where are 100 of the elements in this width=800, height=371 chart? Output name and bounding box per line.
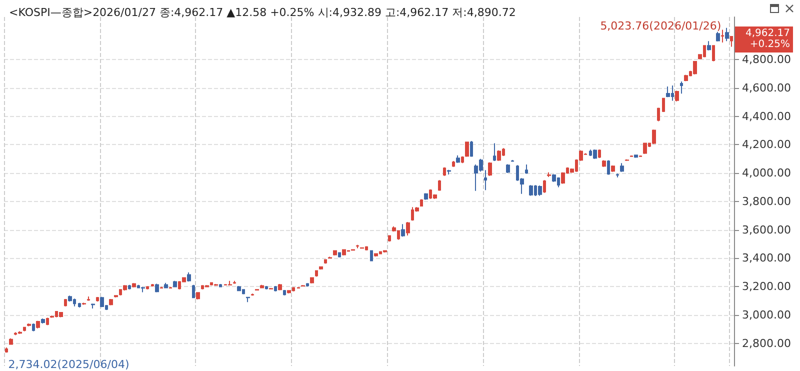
candlestick — [41, 318, 45, 324]
candlestick — [443, 166, 446, 176]
chart-title: <KOSPI—종합>2026/01/27 종:4,962.17 ▲12.58 +0.25% 시:4,932.89 고:4,962.17 저:4,890.72 — [9, 6, 516, 19]
candlestick — [525, 164, 528, 174]
candlestick — [383, 250, 387, 254]
candlestick — [561, 172, 565, 184]
candlestick — [370, 250, 373, 262]
text: 4,962.17 — [745, 28, 790, 40]
candlestick — [319, 266, 323, 270]
candlestick — [87, 296, 90, 302]
candlestick — [693, 60, 697, 75]
candlestick — [401, 224, 405, 238]
candlestick — [374, 252, 378, 257]
candlestick — [538, 185, 542, 196]
candlestick — [543, 180, 546, 194]
candlestick — [639, 154, 642, 158]
candlestick — [36, 320, 40, 329]
candlestick — [406, 222, 410, 236]
candlestick — [141, 286, 145, 293]
candlestick — [675, 90, 679, 102]
candlestick — [287, 290, 291, 294]
y-tick-label: 3,000.00 — [742, 308, 791, 322]
candlestick — [547, 172, 551, 178]
candlestick — [424, 192, 428, 200]
candlestick — [46, 317, 49, 326]
candlestick — [23, 326, 26, 332]
candlestick — [625, 158, 629, 162]
candlestick — [91, 303, 95, 310]
candlestick — [297, 286, 300, 290]
candlestick — [9, 338, 13, 346]
candlestick — [100, 296, 104, 308]
y-tick-label: 4,000.00 — [742, 166, 791, 180]
candlestick — [82, 302, 86, 306]
candlestick — [173, 280, 177, 288]
candlestick — [315, 270, 318, 278]
candlestick — [611, 165, 615, 172]
y-tick-label: 2,800.00 — [742, 336, 791, 350]
candlestick — [278, 284, 282, 291]
candlestick — [192, 284, 195, 299]
candlestick — [5, 347, 8, 354]
candlestick — [306, 282, 309, 288]
candlestick — [164, 282, 168, 289]
candlestick — [666, 86, 670, 98]
candlestick — [465, 141, 469, 158]
candlestick — [338, 252, 341, 258]
candlestick — [616, 173, 619, 178]
y-tick-label: 4,800.00 — [742, 53, 791, 66]
candlestick — [470, 140, 473, 158]
candlestick — [205, 284, 209, 288]
y-tick-label: 4,400.00 — [742, 110, 791, 123]
candlestick — [328, 256, 332, 259]
candlestick — [96, 296, 99, 302]
candlestick — [388, 234, 391, 242]
candlestick — [438, 180, 441, 192]
candlestick — [265, 285, 268, 290]
candlestick — [187, 272, 191, 282]
candlestick — [620, 162, 624, 172]
candlestick — [707, 40, 711, 51]
candlestick — [721, 29, 724, 44]
candlestick — [598, 149, 601, 159]
candlestick — [356, 244, 359, 249]
candlestick — [27, 322, 31, 327]
candlestick — [246, 296, 250, 303]
y-tick-label: 3,800.00 — [742, 194, 791, 208]
candlestick — [132, 282, 136, 288]
candlestick — [652, 129, 656, 144]
candlestick — [497, 150, 501, 162]
annotation: 2,734.02(2025/06/04) — [8, 358, 130, 371]
candlestick — [228, 280, 232, 286]
candlestick — [151, 284, 154, 288]
candlestick — [433, 194, 437, 200]
candlestick — [324, 258, 327, 264]
candlestick — [716, 31, 720, 42]
candlestick — [529, 184, 533, 196]
candlestick — [196, 292, 200, 300]
candlestick — [283, 289, 286, 296]
candlestick — [725, 27, 729, 42]
candlestick — [255, 288, 259, 292]
candlestick — [712, 44, 715, 62]
candlestick — [602, 160, 606, 168]
candlestick — [630, 154, 633, 158]
candlestick — [511, 160, 514, 162]
candlestick — [488, 162, 492, 176]
candlestick — [214, 284, 218, 286]
candlestick — [657, 107, 660, 122]
candlestick — [50, 315, 54, 318]
candlestick — [146, 286, 149, 290]
candlestick — [155, 283, 159, 293]
candlestick — [109, 298, 113, 306]
candlestick — [456, 154, 460, 164]
candlestick — [461, 156, 464, 164]
candlestick — [18, 330, 22, 334]
candlestick — [643, 142, 647, 154]
candlestick — [342, 248, 346, 256]
candlestick — [447, 169, 451, 175]
candlestick — [260, 284, 264, 289]
candlestick — [274, 285, 277, 292]
candlestick — [123, 284, 127, 292]
y-tick-label: 3,400.00 — [742, 252, 791, 265]
candlestick — [237, 285, 241, 292]
